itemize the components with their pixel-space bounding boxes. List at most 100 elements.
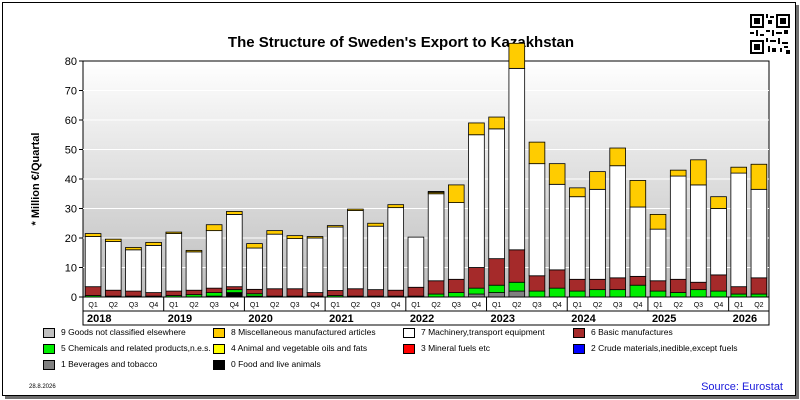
quarter-tick-label: Q3 (694, 302, 703, 309)
bar-segment (669, 278, 687, 293)
bar-segment (205, 224, 223, 232)
bar-segment (488, 258, 505, 286)
quarter-tick-label: Q1 (411, 302, 420, 309)
legend-swatch (43, 360, 55, 370)
bar-segment (165, 233, 183, 292)
bar-segment (488, 292, 505, 298)
bar-segment (105, 241, 122, 291)
bar-segment (508, 67, 526, 251)
bar-segment (710, 196, 727, 209)
bar-segment (226, 292, 243, 298)
bar-segment (710, 208, 727, 276)
bar-segment (528, 163, 546, 277)
quarter-tick-label: Q1 (492, 302, 501, 309)
bar-segment (508, 290, 526, 298)
bar-segment (347, 210, 364, 290)
bar-segment (508, 42, 526, 69)
bar-segment (528, 141, 546, 165)
bar-segment (569, 290, 586, 298)
bar-segment (750, 188, 768, 279)
year-label: 2021 (329, 313, 353, 325)
bar-segment (226, 211, 243, 215)
bar-segment (306, 236, 324, 239)
year-label: 2025 (652, 313, 676, 325)
y-tick-label: 60 (65, 115, 77, 127)
bar-segment (569, 278, 586, 292)
bar-segment (427, 190, 445, 193)
quarter-tick-label: Q2 (512, 302, 521, 309)
quarter-tick-label: Q2 (754, 302, 763, 309)
legend-label: 2 Crude materials,inedible,except fuels (591, 343, 738, 353)
y-tick-label: 70 (65, 86, 77, 98)
bar-segment (589, 188, 606, 280)
legend-label: 4 Animal and vegetable oils and fats (231, 343, 368, 353)
bar-segment (84, 236, 102, 288)
quarter-tick-label: Q2 (351, 302, 360, 309)
bar-segment (145, 244, 162, 293)
bar-segment (488, 284, 505, 293)
quarter-tick-label: Q3 (613, 302, 622, 309)
y-tick-label: 0 (71, 292, 77, 304)
bar-segment (125, 249, 142, 292)
quarter-tick-label: Q1 (653, 302, 662, 309)
bars-group (84, 42, 768, 298)
quarter-tick-label: Q1 (88, 302, 97, 309)
quarter-tick-label: Q3 (371, 302, 380, 309)
bar-segment (649, 228, 667, 282)
y-tick-label: 40 (65, 174, 77, 186)
bar-segment (347, 208, 364, 211)
date-stamp: 28.8.2026 (29, 384, 56, 390)
bar-segment (84, 233, 102, 237)
bar-segment (367, 225, 384, 291)
quarter-tick-label: Q1 (331, 302, 340, 309)
bar-segment (649, 290, 667, 298)
quarter-axis-band (82, 296, 770, 312)
bar-segment (508, 249, 526, 283)
y-tick-label: 50 (65, 145, 77, 157)
bar-segment (326, 226, 344, 291)
legend-label: 0 Food and live animals (231, 359, 321, 369)
chart-title: The Structure of Sweden's Export to Kaza… (228, 34, 574, 51)
legend-swatch (43, 328, 55, 338)
bar-segment (528, 275, 546, 292)
bar-segment (609, 289, 626, 298)
y-tick-label: 80 (65, 56, 77, 68)
bar-segment (488, 116, 505, 130)
y-tick-label: 30 (65, 204, 77, 216)
bar-segment (690, 281, 707, 291)
bar-segment (427, 193, 445, 282)
bar-segment (629, 284, 647, 298)
legend-swatch (213, 344, 225, 354)
bar-segment (730, 172, 748, 288)
legend-label: 7 Machinery,transport equipment (421, 327, 545, 337)
quarter-tick-label: Q4 (391, 302, 400, 309)
bar-segment (488, 128, 505, 260)
bar-segment (205, 292, 223, 297)
bar-segment (246, 243, 263, 249)
quarter-tick-label: Q1 (250, 302, 259, 309)
year-label: 2018 (87, 313, 111, 325)
bar-segment (629, 180, 647, 208)
legend-swatch (573, 344, 585, 354)
bar-segment (447, 202, 465, 280)
year-label: 2019 (168, 313, 192, 325)
x-axis: Q1 Q2 Q3 Q4 Q1 Q2 Q3 Q4 Q1 Q2 Q3 Q4 Q1 Q2 Q3 Q4 Q1 Q2 Q3 Q4… (82, 296, 770, 326)
bar-segment (347, 288, 364, 297)
legend-label: 3 Mineral fuels etc (421, 343, 490, 353)
bar-segment (387, 289, 405, 297)
quarter-tick-label: Q2 (593, 302, 602, 309)
year-label: 2022 (410, 313, 434, 325)
bar-segment (226, 286, 243, 291)
bar-segment (105, 238, 122, 242)
quarter-tick-label: Q4 (552, 302, 561, 309)
bar-segment (609, 165, 626, 279)
bar-segment (548, 183, 566, 271)
quarter-tick-label: Q4 (230, 302, 239, 309)
bar-segment (649, 280, 667, 292)
qr-code-icon (750, 14, 790, 54)
bar-segment (548, 287, 566, 298)
bar-segment (730, 286, 748, 295)
bar-segment (326, 290, 344, 296)
bar-segment (165, 290, 183, 296)
quarter-tick-label: Q2 (270, 302, 279, 309)
